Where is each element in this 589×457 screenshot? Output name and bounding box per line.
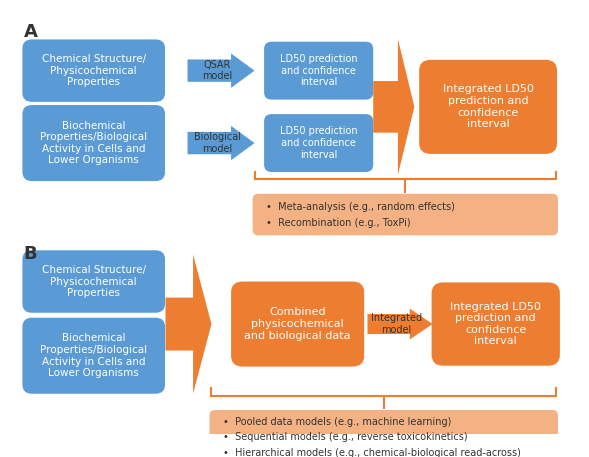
- Text: Combined
physicochemical
and biological data: Combined physicochemical and biological …: [244, 308, 351, 340]
- Text: LD50 prediction
and confidence
interval: LD50 prediction and confidence interval: [280, 127, 358, 159]
- Text: Biochemical
Properties/Biological
Activity in Cells and
Lower Organisms: Biochemical Properties/Biological Activi…: [40, 121, 147, 165]
- Text: Biochemical
Properties/Biological
Activity in Cells and
Lower Organisms: Biochemical Properties/Biological Activi…: [40, 333, 147, 378]
- FancyBboxPatch shape: [22, 39, 165, 102]
- Polygon shape: [373, 39, 415, 175]
- Text: Chemical Structure/
Physicochemical
Properties: Chemical Structure/ Physicochemical Prop…: [42, 54, 145, 87]
- Text: B: B: [24, 245, 38, 263]
- FancyBboxPatch shape: [264, 114, 373, 172]
- Polygon shape: [368, 308, 432, 340]
- FancyBboxPatch shape: [210, 410, 558, 457]
- FancyBboxPatch shape: [419, 60, 557, 154]
- Text: Chemical Structure/
Physicochemical
Properties: Chemical Structure/ Physicochemical Prop…: [42, 265, 145, 298]
- Text: •  Sequential models (e.g., reverse toxicokinetics): • Sequential models (e.g., reverse toxic…: [223, 432, 468, 442]
- FancyBboxPatch shape: [22, 105, 165, 181]
- FancyBboxPatch shape: [22, 250, 165, 313]
- FancyBboxPatch shape: [253, 194, 558, 235]
- Polygon shape: [166, 255, 211, 394]
- Text: •  Meta-analysis (e.g., random effects): • Meta-analysis (e.g., random effects): [266, 202, 455, 213]
- FancyBboxPatch shape: [432, 282, 560, 366]
- Polygon shape: [187, 126, 254, 160]
- Text: A: A: [24, 23, 38, 41]
- FancyBboxPatch shape: [264, 42, 373, 100]
- Text: LD50 prediction
and confidence
interval: LD50 prediction and confidence interval: [280, 54, 358, 87]
- Text: Integrated LD50
prediction and
confidence
interval: Integrated LD50 prediction and confidenc…: [451, 302, 541, 346]
- Text: Integrated LD50
prediction and
confidence
interval: Integrated LD50 prediction and confidenc…: [443, 85, 534, 129]
- Text: •  Pooled data models (e.g., machine learning): • Pooled data models (e.g., machine lear…: [223, 417, 451, 427]
- Polygon shape: [187, 53, 254, 88]
- Text: QSAR
model: QSAR model: [203, 60, 233, 81]
- Text: •  Hierarchical models (e.g., chemical-biological read-across): • Hierarchical models (e.g., chemical-bi…: [223, 447, 521, 457]
- Text: •  Recombination (e.g., ToxPi): • Recombination (e.g., ToxPi): [266, 218, 411, 228]
- Text: Biological
model: Biological model: [194, 132, 241, 154]
- FancyBboxPatch shape: [22, 318, 165, 394]
- Text: Integrated
model: Integrated model: [371, 313, 422, 335]
- FancyBboxPatch shape: [231, 282, 364, 367]
